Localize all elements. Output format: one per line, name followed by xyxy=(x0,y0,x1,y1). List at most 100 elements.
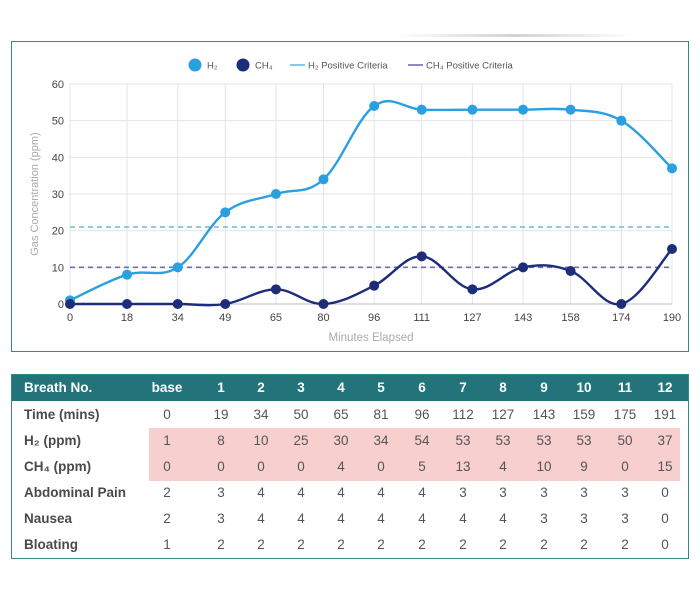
table-cell: 65 xyxy=(333,407,349,422)
header-cell: 8 xyxy=(499,380,507,395)
y-tick-label: 30 xyxy=(52,189,64,201)
ch4-data-point xyxy=(667,244,677,254)
header-cell: base xyxy=(151,380,183,395)
x-tick-label: 143 xyxy=(514,312,532,324)
table-cell: 0 xyxy=(661,511,669,526)
row-label: Bloating xyxy=(24,537,78,552)
legend-ch4-marker xyxy=(236,58,250,72)
table-cell: 10 xyxy=(253,433,269,448)
header-cell: 10 xyxy=(576,380,592,395)
h2-data-point xyxy=(667,163,677,174)
table-cell: 159 xyxy=(572,407,596,422)
legend-ch4-label: CH₄ xyxy=(255,61,273,72)
table-cell: 0 xyxy=(163,459,171,474)
table-row: CH₄ (ppm) 0 0 0 0 4 0 5 13 4 10 9 0 15 xyxy=(12,454,688,480)
table-row: Time (mins) 0 19 34 50 65 81 96 112 127 143 159 175 1… xyxy=(12,402,688,428)
table-cell: 2 xyxy=(499,537,507,552)
header-cell: 3 xyxy=(297,380,305,395)
table-cell: 1 xyxy=(163,537,171,552)
table-cell: 3 xyxy=(499,485,507,500)
gas-values-highlight xyxy=(149,428,680,481)
h2-data-point xyxy=(122,269,133,280)
table-cell: 4 xyxy=(459,511,467,526)
table-cell: 112 xyxy=(452,407,474,422)
table-cell: 0 xyxy=(163,407,171,422)
h2-data-point xyxy=(518,104,529,115)
table-cell: 50 xyxy=(617,433,633,448)
table-cell: 4 xyxy=(499,459,507,474)
table-cell: 2 xyxy=(418,537,426,552)
ch4-data-point xyxy=(369,280,380,291)
table-cell: 4 xyxy=(257,511,265,526)
header-cell: 2 xyxy=(257,380,265,395)
table-cell: 4 xyxy=(337,459,345,474)
h2-data-point xyxy=(565,104,576,115)
table-cell: 2 xyxy=(163,511,171,526)
table-cell: 2 xyxy=(540,537,548,552)
h2-data-point xyxy=(172,262,183,273)
row-label: H₂ (ppm) xyxy=(24,433,81,448)
h2-data-point xyxy=(270,189,281,199)
table-cell: 34 xyxy=(253,407,269,422)
x-tick-label: 127 xyxy=(463,312,481,324)
table-cell: 50 xyxy=(293,407,309,422)
table-cell: 4 xyxy=(297,511,305,526)
table-cell: 9 xyxy=(580,459,588,474)
table-cell: 4 xyxy=(297,485,305,500)
row-label: Nausea xyxy=(24,511,73,526)
header-label: Breath No. xyxy=(24,380,93,395)
table-cell: 53 xyxy=(536,433,552,448)
h2-data-point xyxy=(318,174,329,185)
table-cell: 3 xyxy=(217,511,225,526)
table-cell: 4 xyxy=(337,485,345,500)
table-cell: 53 xyxy=(455,433,471,448)
table-cell: 0 xyxy=(377,459,385,474)
header-cell: 11 xyxy=(617,380,633,395)
table-cell: 4 xyxy=(257,485,265,500)
header-cell: 1 xyxy=(217,380,225,395)
y-tick-label: 40 xyxy=(52,152,64,164)
table-cell: 13 xyxy=(455,459,471,474)
table-cell: 37 xyxy=(657,433,673,448)
table-cell: 2 xyxy=(580,537,588,552)
table-cell: 4 xyxy=(418,485,426,500)
table-cell: 3 xyxy=(540,485,548,500)
table-cell: 53 xyxy=(576,433,592,448)
ch4-data-point xyxy=(270,284,281,295)
table-cell: 0 xyxy=(621,459,629,474)
h2-data-point xyxy=(467,104,478,115)
table-cell: 3 xyxy=(580,485,588,500)
y-tick-label: 60 xyxy=(52,79,64,91)
table-cell: 2 xyxy=(337,537,345,552)
table-cell: 3 xyxy=(580,511,588,526)
table-cell: 3 xyxy=(621,511,629,526)
table-cell: 191 xyxy=(653,407,677,422)
breath-test-table: Breath No. base 1 2 3 4 5 6 7 8 9 10 11 12 Time (mins)… xyxy=(11,374,689,559)
x-tick-label: 80 xyxy=(317,312,329,324)
x-axis-label: Minutes Elapsed xyxy=(328,332,413,344)
table-cell: 2 xyxy=(621,537,629,552)
x-tick-label: 49 xyxy=(219,312,231,324)
ch4-data-point xyxy=(616,299,627,309)
table-cell: 2 xyxy=(459,537,467,552)
row-label: CH₄ (ppm) xyxy=(24,459,92,474)
table-cell: 53 xyxy=(495,433,511,448)
table-cell: 0 xyxy=(217,459,225,474)
h2-data-point xyxy=(416,104,427,115)
table-row: Bloating 1 2 2 2 2 2 2 2 2 2 2 2 0 xyxy=(12,532,688,558)
x-tick-label: 111 xyxy=(413,312,430,324)
x-tick-label: 96 xyxy=(368,312,380,324)
h2-data-point xyxy=(616,115,627,126)
table-row: Abdominal Pain 2 3 4 4 4 4 4 3 3 3 3 3 0 xyxy=(12,480,688,506)
header-cell: 5 xyxy=(377,380,385,395)
table-cell: 15 xyxy=(657,459,673,474)
table-cell: 10 xyxy=(536,459,552,474)
h2-data-point xyxy=(220,207,231,218)
table-cell: 3 xyxy=(217,485,225,500)
header-cell: 12 xyxy=(657,380,673,395)
y-tick-label: 10 xyxy=(52,262,64,274)
h2-series-line xyxy=(69,99,673,302)
x-tick-label: 18 xyxy=(121,312,133,324)
table-cell: 2 xyxy=(217,537,225,552)
table-cell: 0 xyxy=(661,485,669,500)
